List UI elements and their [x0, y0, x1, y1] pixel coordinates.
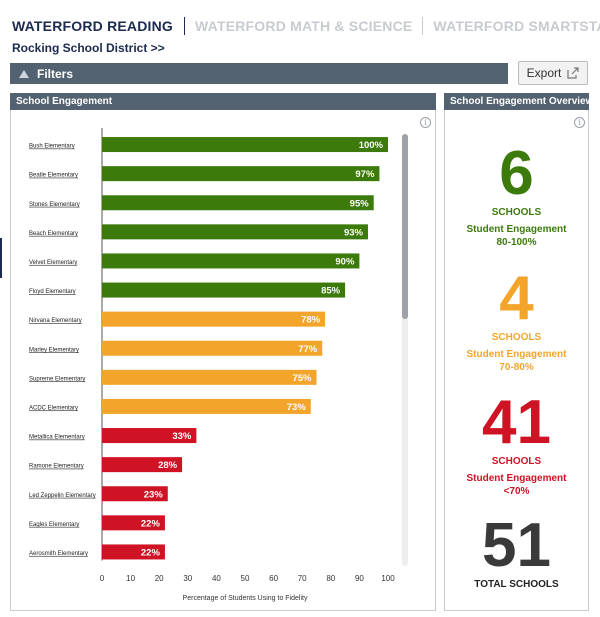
bar-value-label: 73%: [287, 402, 307, 413]
stat-high-label: SCHOOLS: [491, 207, 542, 218]
stat-low-engagement: 41 SCHOOLS Student Engagement <70%: [444, 392, 589, 498]
info-icon[interactable]: i: [420, 117, 431, 128]
tab-waterford-reading[interactable]: WATERFORD READING: [12, 18, 174, 34]
stat-low-line2: <70%: [503, 486, 530, 497]
stat-low-label: SCHOOLS: [491, 456, 542, 467]
filters-label: Filters: [37, 66, 74, 81]
school-label[interactable]: Beach Elementary: [29, 231, 78, 237]
school-label[interactable]: ACDC Elementary: [29, 405, 78, 411]
stat-medium-label: SCHOOLS: [491, 332, 542, 343]
x-tick-label: 20: [155, 574, 164, 583]
nav-divider: [184, 17, 186, 35]
school-label[interactable]: Aerosmith Elementary: [29, 551, 88, 557]
stat-high-line2: 80-100%: [496, 237, 537, 248]
bar-value-label: 97%: [355, 169, 375, 180]
bar: [102, 137, 388, 153]
bar-value-label: 28%: [158, 460, 178, 471]
x-tick-label: 50: [241, 574, 250, 583]
bar-value-label: 100%: [359, 140, 384, 151]
tab-waterford-smartstart[interactable]: WATERFORD SMARTSTART: [433, 18, 600, 34]
school-engagement-panel: [10, 110, 436, 611]
school-label[interactable]: Bush Elementary: [29, 144, 75, 150]
stat-low-count: 41: [482, 388, 551, 457]
bar-value-label: 78%: [301, 315, 321, 326]
export-button[interactable]: Export: [518, 61, 588, 85]
school-label[interactable]: Ramone Elementary: [29, 464, 84, 470]
bar-value-label: 90%: [335, 256, 355, 267]
school-label[interactable]: Nirvana Elementary: [29, 318, 82, 324]
stat-medium-line2: 70-80%: [499, 362, 534, 373]
stat-medium-engagement: 4 SCHOOLS Student Engagement 70-80%: [444, 268, 589, 374]
school-label[interactable]: Marley Elementary: [29, 347, 79, 353]
tab-waterford-math-science[interactable]: WATERFORD MATH & SCIENCE: [195, 18, 413, 34]
bar: [102, 486, 168, 502]
bar-value-label: 23%: [144, 489, 164, 500]
x-tick-label: 40: [212, 574, 221, 583]
bar-value-label: 22%: [141, 518, 161, 529]
engagement-overview-panel: [444, 110, 589, 611]
x-tick-label: 30: [183, 574, 192, 583]
stat-total-schools: 51 TOTAL SCHOOLS: [444, 511, 589, 591]
bar-value-label: 95%: [350, 198, 370, 209]
product-nav: WATERFORD READING WATERFORD MATH & SCIEN…: [12, 16, 600, 36]
breadcrumb[interactable]: Rocking School District >>: [12, 41, 165, 55]
bar-value-label: 22%: [141, 547, 161, 558]
x-tick-label: 90: [355, 574, 364, 583]
bar-value-label: 85%: [321, 286, 341, 297]
nav-divider: [422, 17, 424, 35]
school-label[interactable]: Stones Elementary: [29, 202, 80, 208]
school-label[interactable]: Supreme Elementary: [29, 376, 85, 382]
triangle-up-icon: [19, 69, 29, 78]
x-tick-label: 0: [100, 574, 105, 583]
school-label[interactable]: Eagles Elementary: [29, 522, 79, 528]
stat-high-line1: Student Engagement: [466, 224, 567, 235]
school-label[interactable]: Velvet Elementary: [29, 260, 77, 266]
bar-value-label: 75%: [292, 373, 312, 384]
export-label: Export: [526, 66, 562, 80]
export-icon: [567, 67, 579, 79]
bar-value-label: 33%: [172, 431, 192, 442]
bar: [102, 544, 165, 560]
bar: [102, 398, 311, 414]
stat-high-engagement: 6 SCHOOLS Student Engagement 80-100%: [444, 143, 589, 249]
bar-value-label: 93%: [344, 227, 364, 238]
x-axis-label: Percentage of Students Using to Fidelity: [183, 595, 308, 602]
bar: [102, 224, 368, 240]
school-label[interactable]: Beatle Elementary: [29, 173, 78, 179]
bar: [102, 311, 326, 327]
school-label[interactable]: Floyd Elementary: [29, 289, 76, 295]
school-label[interactable]: Metallica Elementary: [29, 435, 85, 441]
bar: [102, 515, 165, 531]
x-tick-label: 10: [126, 574, 135, 583]
stat-medium-count: 4: [499, 264, 534, 333]
filters-bar[interactable]: Filters: [10, 63, 508, 84]
bar: [102, 195, 374, 211]
engagement-overview-header: School Engagement Overview: [444, 93, 593, 110]
school-engagement-header: School Engagement: [10, 93, 436, 110]
x-tick-label: 60: [269, 574, 278, 583]
stat-high-count: 6: [499, 139, 534, 208]
bar: [102, 428, 197, 444]
school-label[interactable]: Led Zeppelin Elementary: [29, 493, 96, 499]
bar-value-label: 77%: [298, 344, 318, 355]
chart-scrollbar-track[interactable]: [402, 134, 408, 566]
stat-low-line1: Student Engagement: [466, 473, 567, 484]
bar: [102, 340, 323, 356]
x-tick-label: 100: [381, 574, 395, 583]
bar: [102, 253, 360, 269]
stat-total-count: 51: [482, 511, 551, 580]
stat-medium-line1: Student Engagement: [466, 349, 567, 360]
bar: [102, 166, 380, 182]
x-tick-label: 70: [298, 574, 307, 583]
x-tick-label: 80: [326, 574, 335, 583]
bar: [102, 457, 183, 473]
info-icon[interactable]: i: [574, 117, 585, 128]
left-edge-marker: [0, 238, 2, 278]
chart-scrollbar-thumb[interactable]: [402, 134, 408, 319]
stat-total-label: TOTAL SCHOOLS: [474, 579, 559, 590]
bar: [102, 369, 317, 385]
bar: [102, 282, 346, 298]
